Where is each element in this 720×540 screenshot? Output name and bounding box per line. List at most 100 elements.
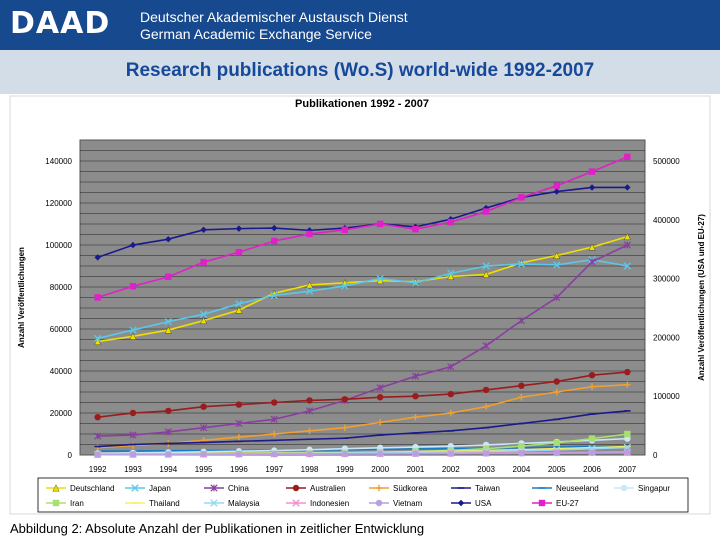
point-australien xyxy=(588,372,596,379)
point-deutschland xyxy=(588,243,596,251)
point-vietnam xyxy=(129,451,137,458)
point-eu-27 xyxy=(447,218,454,226)
x-tick-label: 1992 xyxy=(89,465,107,474)
y-tick-label: 80000 xyxy=(50,283,73,292)
point-china xyxy=(129,431,137,439)
point-eu-27 xyxy=(553,182,560,189)
point-iran xyxy=(447,447,454,454)
org-name-en: German Academic Exchange Service xyxy=(140,26,372,42)
point-usa xyxy=(235,225,243,232)
point-deutschland xyxy=(200,316,208,325)
point-deutschland xyxy=(164,326,172,334)
point-australien xyxy=(271,399,278,406)
point-vietnam xyxy=(447,450,454,457)
point-japan xyxy=(199,310,208,318)
point-eu-27 xyxy=(200,258,207,266)
point-eu-27 xyxy=(271,237,278,245)
point-vietnam xyxy=(376,450,384,458)
point-australien xyxy=(553,378,560,385)
legend-box xyxy=(37,477,689,513)
legend-marker-deutschland xyxy=(52,484,60,492)
point-vietnam xyxy=(518,450,525,457)
point-japan xyxy=(341,282,349,290)
point-japan xyxy=(270,291,278,300)
point-china xyxy=(270,415,278,423)
point-australien xyxy=(376,394,384,401)
y2-axis-label: Anzahl Veröffentlichungen (USA und EU-27… xyxy=(697,214,706,381)
point-s-dkorea xyxy=(129,442,137,449)
x-tick-label: 2001 xyxy=(407,465,425,474)
point-usa xyxy=(271,224,278,232)
point-japan xyxy=(376,274,384,283)
point-usa xyxy=(553,188,560,195)
legend-label-neuseeland: Neuseeland xyxy=(556,484,599,493)
chart: Publikationen 1992 - 2007020000400006000… xyxy=(9,95,711,515)
point-australien xyxy=(518,382,525,389)
point-s-dkorea xyxy=(271,430,278,438)
point-iran xyxy=(588,435,596,442)
point-deutschland xyxy=(306,281,314,289)
point-japan xyxy=(129,326,137,334)
point-s-dkorea xyxy=(447,409,454,417)
point-china xyxy=(199,424,208,432)
point-iran xyxy=(518,442,525,450)
x-tick-label: 1997 xyxy=(265,465,283,474)
chart-title: Publikationen 1992 - 2007 xyxy=(295,98,429,110)
point-china xyxy=(623,241,631,249)
legend-label-s-dkorea: Südkorea xyxy=(393,484,428,493)
point-eu-27 xyxy=(518,194,525,201)
legend-label-eu-27: EU-27 xyxy=(556,499,579,508)
legend-label-japan: Japan xyxy=(149,484,171,493)
point-usa xyxy=(306,227,313,234)
legend-marker-japan xyxy=(131,484,139,492)
legend-label-singapur: Singapur xyxy=(638,484,670,493)
legend-marker-usa xyxy=(457,499,465,507)
series-line-japan xyxy=(97,258,628,340)
point-eu-27 xyxy=(165,273,172,281)
series-line-s-dkorea xyxy=(97,383,628,449)
point-japan xyxy=(235,300,243,308)
org-name-de: Deutscher Akademischer Austausch Dienst xyxy=(140,9,408,25)
point-deutschland xyxy=(235,306,243,314)
point-eu-27 xyxy=(129,283,137,290)
point-china xyxy=(517,316,526,325)
legend-label-deutschland: Deutschland xyxy=(70,484,114,493)
point-china xyxy=(447,363,455,371)
point-iran xyxy=(553,439,560,447)
point-china xyxy=(94,432,102,440)
point-china xyxy=(588,258,596,266)
point-s-dkorea xyxy=(518,394,525,401)
y-axis-label: Anzahl Veröffentlichungen xyxy=(17,247,26,348)
point-s-dkorea xyxy=(306,427,313,435)
legend-marker-iran xyxy=(52,499,60,507)
point-japan xyxy=(93,334,102,343)
title-bar: Research publications (Wo.S) world-wide … xyxy=(0,50,720,94)
point-china xyxy=(164,428,172,436)
point-eu-27 xyxy=(306,230,313,238)
x-tick-label: 2006 xyxy=(583,465,601,474)
point-japan xyxy=(623,262,632,270)
legend-label-malaysia: Malaysia xyxy=(228,499,260,508)
series-line-singapur xyxy=(97,437,628,455)
point-vietnam xyxy=(553,449,560,457)
point-australien xyxy=(306,397,313,404)
point-australien xyxy=(412,393,419,400)
legend-label-indonesien: Indonesien xyxy=(310,499,349,508)
point-vietnam xyxy=(235,451,243,458)
point-vietnam xyxy=(588,449,596,457)
x-tick-label: 2003 xyxy=(477,465,495,474)
legend-label-vietnam: Vietnam xyxy=(393,499,423,508)
legend-label-taiwan: Taiwan xyxy=(475,484,500,493)
x-tick-label: 1998 xyxy=(301,465,319,474)
legend-label-china: China xyxy=(228,484,249,493)
x-tick-label: 1994 xyxy=(159,465,177,474)
x-tick-label: 2000 xyxy=(371,465,389,474)
point-usa xyxy=(94,254,101,261)
point-vietnam xyxy=(306,450,313,458)
point-china xyxy=(235,419,243,428)
series-line-vietnam xyxy=(97,451,628,456)
figure-caption: Abbildung 2: Absolute Anzahl der Publika… xyxy=(10,521,425,536)
point-s-dkorea xyxy=(482,403,490,410)
legend-marker-s-dkorea xyxy=(375,484,383,492)
y-tick-label: 140000 xyxy=(45,157,72,166)
